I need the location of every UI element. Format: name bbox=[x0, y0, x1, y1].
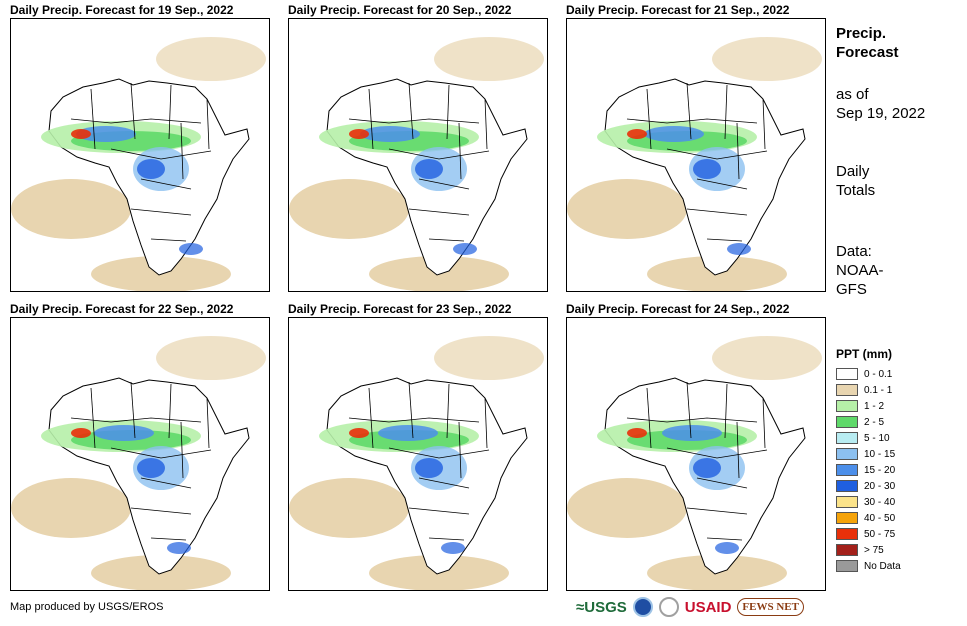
forecast-map bbox=[566, 18, 826, 292]
forecast-map bbox=[288, 18, 548, 292]
as-of-line-1: as of bbox=[836, 86, 869, 103]
legend-label: 15 - 20 bbox=[864, 464, 896, 476]
panel-title: Daily Precip. Forecast for 23 Sep., 2022 bbox=[288, 302, 512, 316]
heading-line-2: Forecast bbox=[836, 44, 899, 61]
africa-precip-map bbox=[289, 37, 544, 291]
legend-swatch bbox=[836, 400, 858, 412]
forecast-panel-1: Daily Precip. Forecast for 19 Sep., 2022 bbox=[10, 3, 270, 292]
legend-swatch bbox=[836, 496, 858, 508]
legend-swatch bbox=[836, 416, 858, 428]
forecast-map bbox=[10, 18, 270, 292]
noaa-logo bbox=[632, 597, 653, 617]
heading-line-1: Precip. bbox=[836, 25, 887, 42]
legend-label: 0 - 0.1 bbox=[864, 368, 893, 380]
legend-item: 15 - 20 bbox=[836, 462, 901, 478]
seal-logo bbox=[658, 597, 679, 617]
legend-item: 30 - 40 bbox=[836, 494, 901, 510]
africa-precip-map bbox=[11, 37, 266, 291]
legend-label: 1 - 2 bbox=[864, 400, 885, 412]
usgs-logo: ≈USGS bbox=[576, 598, 627, 616]
legend-item: 0.1 - 1 bbox=[836, 382, 901, 398]
totals-line-1: Daily bbox=[836, 163, 870, 180]
legend-item: 1 - 2 bbox=[836, 398, 901, 414]
precip-legend: PPT (mm) 0 - 0.1 0.1 - 1 1 - 2 2 - 5 5 -… bbox=[836, 347, 901, 574]
panel-title: Daily Precip. Forecast for 19 Sep., 2022 bbox=[10, 3, 234, 17]
africa-precip-map bbox=[567, 37, 822, 291]
legend-swatch bbox=[836, 480, 858, 492]
forecast-panel-2: Daily Precip. Forecast for 20 Sep., 2022 bbox=[288, 3, 548, 292]
legend-item: No Data bbox=[836, 558, 901, 574]
legend-label: 50 - 75 bbox=[864, 528, 896, 540]
legend-label: 0.1 - 1 bbox=[864, 384, 893, 396]
legend-label: 5 - 10 bbox=[864, 432, 890, 444]
map-credit: Map produced by USGS/EROS bbox=[10, 601, 164, 613]
legend-item: 5 - 10 bbox=[836, 430, 901, 446]
fews-net-logo: FEWS NET bbox=[737, 598, 804, 616]
legend-label: > 75 bbox=[864, 544, 884, 556]
data-source: Data: NOAA- GFS bbox=[836, 242, 884, 299]
legend-label: 20 - 30 bbox=[864, 480, 896, 492]
forecast-panel-3: Daily Precip. Forecast for 21 Sep., 2022 bbox=[566, 3, 826, 292]
totals-note: Daily Totals bbox=[836, 162, 875, 200]
legend-item: 2 - 5 bbox=[836, 414, 901, 430]
legend-swatch bbox=[836, 560, 858, 572]
data-line-3: GFS bbox=[836, 281, 867, 298]
legend-label: 10 - 15 bbox=[864, 448, 896, 460]
legend-item: 10 - 15 bbox=[836, 446, 901, 462]
forecast-map bbox=[288, 317, 548, 591]
as-of-date: as of Sep 19, 2022 bbox=[836, 85, 925, 123]
legend-item: 40 - 50 bbox=[836, 510, 901, 526]
usaid-logo: USAID bbox=[684, 598, 732, 616]
data-line-2: NOAA- bbox=[836, 262, 884, 279]
legend-swatch bbox=[836, 448, 858, 460]
africa-precip-map bbox=[567, 336, 822, 590]
legend-item: 50 - 75 bbox=[836, 526, 901, 542]
legend-label: 2 - 5 bbox=[864, 416, 885, 428]
legend-title: PPT (mm) bbox=[836, 347, 893, 361]
forecast-map bbox=[566, 317, 826, 591]
panel-title: Daily Precip. Forecast for 24 Sep., 2022 bbox=[566, 302, 790, 316]
legend-item: 20 - 30 bbox=[836, 478, 901, 494]
forecast-panel-5: Daily Precip. Forecast for 23 Sep., 2022 bbox=[288, 302, 548, 591]
legend-label: 40 - 50 bbox=[864, 512, 896, 524]
legend-label: 30 - 40 bbox=[864, 496, 896, 508]
legend-swatch bbox=[836, 528, 858, 540]
panel-title: Daily Precip. Forecast for 20 Sep., 2022 bbox=[288, 3, 512, 17]
forecast-panel-4: Daily Precip. Forecast for 22 Sep., 2022 bbox=[10, 302, 270, 591]
legend-swatch bbox=[836, 544, 858, 556]
panel-title: Daily Precip. Forecast for 22 Sep., 2022 bbox=[10, 302, 234, 316]
legend-swatch bbox=[836, 464, 858, 476]
forecast-panel-6: Daily Precip. Forecast for 24 Sep., 2022 bbox=[566, 302, 826, 591]
legend-swatch bbox=[836, 512, 858, 524]
totals-line-2: Totals bbox=[836, 182, 876, 199]
forecast-map bbox=[10, 317, 270, 591]
sidebar-heading: Precip. Forecast bbox=[836, 24, 899, 62]
partner-logos: ≈USGS USAID FEWS NET bbox=[576, 593, 828, 621]
legend-label: No Data bbox=[864, 560, 901, 572]
legend-items: 0 - 0.1 0.1 - 1 1 - 2 2 - 5 5 - 10 10 - … bbox=[836, 366, 901, 574]
legend-item: > 75 bbox=[836, 542, 901, 558]
legend-swatch bbox=[836, 384, 858, 396]
panel-title: Daily Precip. Forecast for 21 Sep., 2022 bbox=[566, 3, 790, 17]
africa-precip-map bbox=[289, 336, 544, 590]
as-of-line-2: Sep 19, 2022 bbox=[836, 105, 926, 122]
legend-swatch bbox=[836, 432, 858, 444]
africa-precip-map bbox=[11, 336, 266, 590]
data-line-1: Data: bbox=[836, 243, 872, 260]
legend-item: 0 - 0.1 bbox=[836, 366, 901, 382]
legend-swatch bbox=[836, 368, 858, 380]
